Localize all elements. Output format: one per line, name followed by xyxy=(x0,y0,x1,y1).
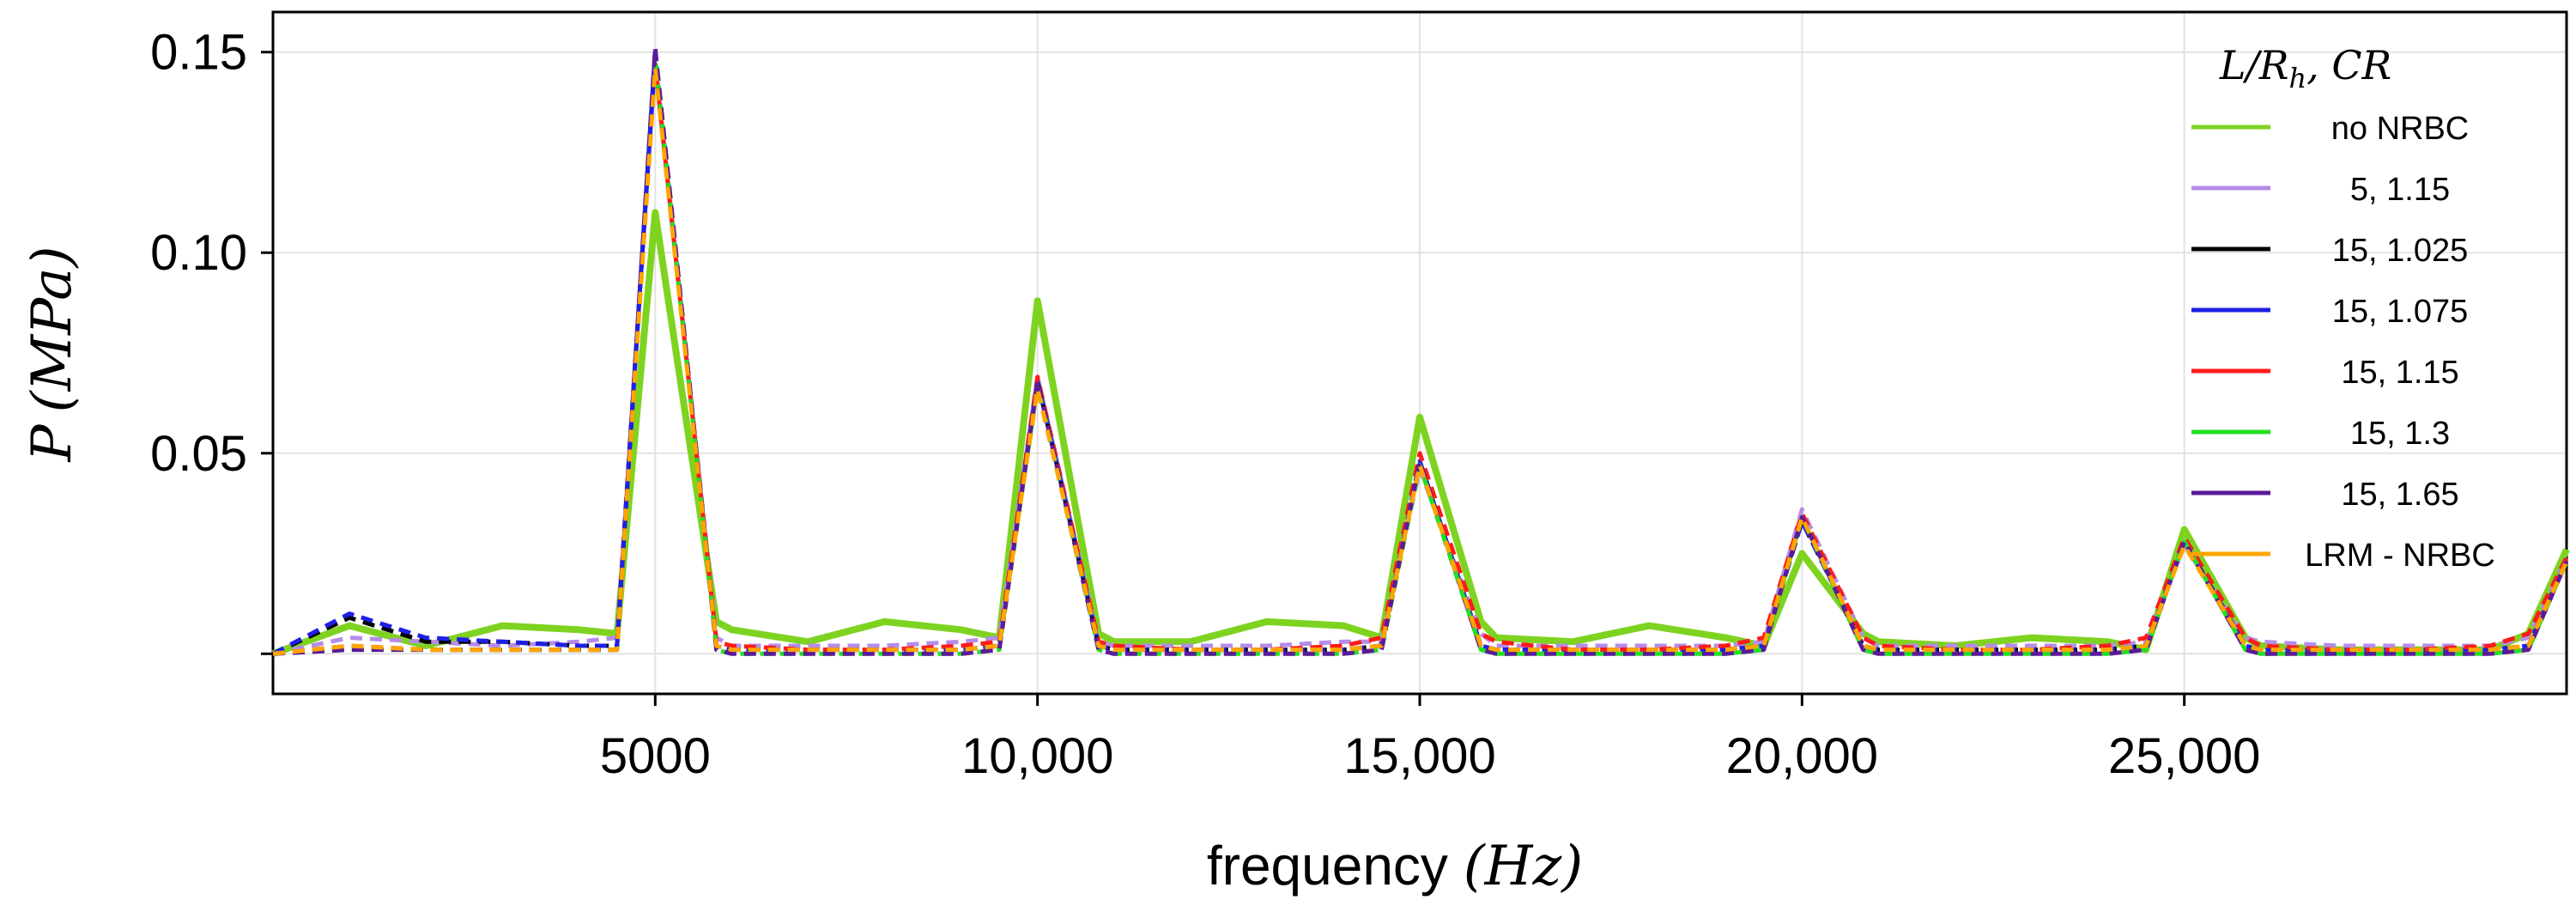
legend-label: 5, 1.15 xyxy=(2350,172,2450,208)
legend-title: L/Rh, CR xyxy=(2219,42,2391,94)
legend-title-main: L/R xyxy=(2219,42,2289,88)
legend-label: LRM - NRBC xyxy=(2305,538,2495,574)
x-tick-label: 5000 xyxy=(600,728,711,784)
series-line-5 xyxy=(272,62,2569,656)
y-tick-label: 0.05 xyxy=(150,426,247,482)
series-layer xyxy=(271,46,2570,658)
x-tick-label: 25,000 xyxy=(2108,728,2260,784)
x-axis-title-unit: (Hz) xyxy=(1464,835,1583,898)
x-axis-title-prefix: frequency xyxy=(1207,835,1464,897)
legend-label: 15, 1.075 xyxy=(2332,294,2468,330)
x-tick-label: 15,000 xyxy=(1343,728,1495,784)
legend-items: no NRBC 5, 1.15 15, 1.025 15, 1.075 15, 1.15… xyxy=(2191,111,2495,574)
legend-label: 15, 1.3 xyxy=(2350,416,2450,452)
legend-label: 15, 1.025 xyxy=(2332,233,2468,269)
x-tick-label: 20,000 xyxy=(1726,728,1878,784)
legend: L/Rh, CR no NRBC 5, 1.15 15, 1.025 15, 1.07… xyxy=(2191,42,2495,574)
x-axis-title: frequency (Hz) xyxy=(1207,835,1583,898)
x-tick-label: 10,000 xyxy=(961,728,1113,784)
legend-label: 15, 1.65 xyxy=(2341,477,2458,513)
y-axis-title-unit: (MPa) xyxy=(21,246,84,413)
x-axis-ticks: 5000 10,000 15,000 20,000 25,000 xyxy=(600,694,2260,784)
series-line-8 xyxy=(272,65,2569,656)
legend-title-tail: , CR xyxy=(2306,42,2391,88)
y-axis-title: P (MPa) xyxy=(21,246,84,463)
legend-label: no NRBC xyxy=(2331,111,2470,147)
y-tick-label: 0.10 xyxy=(150,225,247,281)
legend-label: 15, 1.15 xyxy=(2341,355,2458,391)
y-axis-title-symbol: P xyxy=(21,423,84,462)
y-axis-ticks: 0.05 0.10 0.15 xyxy=(150,25,273,655)
y-tick-label: 0.15 xyxy=(150,25,247,81)
legend-title-sub: h xyxy=(2289,62,2307,94)
series-line-6 xyxy=(272,53,2569,656)
